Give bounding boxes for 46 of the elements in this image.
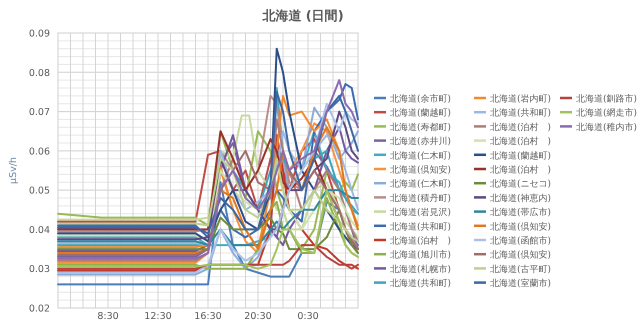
legend-label: 北海道(泊村 ) [390,236,452,246]
legend-label: 北海道(仁木町) [390,150,452,162]
legend-label: 北海道(函館市) [490,236,552,246]
legend-label: 北海道(倶知安) [490,250,552,261]
legend-label: 北海道(旭川市) [390,250,452,261]
y-tick-label: 0.07 [28,107,50,118]
y-tick-label: 0.09 [28,28,50,40]
x-tick-label: 0:30 [297,311,319,320]
x-tick-label: 8:30 [97,311,119,320]
legend-label: 北海道(共和町) [390,221,452,232]
legend-label: 北海道(倶知安) [390,164,452,176]
y-tick-label: 0.02 [28,304,50,314]
legend-label: 北海道(泊村 ) [490,164,552,176]
legend-label: 北海道(泊村 ) [490,136,552,148]
legend-label: 北海道(蘭越町) [490,150,552,162]
x-tick-label: 16:30 [194,311,222,320]
legend-label: 北海道(札幌市) [390,264,452,275]
legend-label: 北海道(赤井川) [390,136,452,148]
legend-label: 北海道(余市町) [390,94,452,104]
chart-title: 北海道 (日間) [261,9,344,24]
legend-label: 北海道(仁木町) [390,178,452,190]
legend-label: 北海道(稚内市) [576,122,638,133]
legend-label: 北海道(共和町) [390,278,452,290]
legend-label: 北海道(共和町) [490,108,552,119]
legend-label: 北海道(倶知安) [490,221,552,232]
legend-label: 北海道(寿都町) [390,122,452,133]
legend-label: 北海道(蘭越町) [390,108,452,119]
legend-label: 北海道(ニセコ) [490,178,552,190]
x-tick-label: 20:30 [244,311,272,320]
y-tick-label: 0.05 [28,186,50,197]
legend-label: 北海道(帯広市) [490,207,552,218]
legend-label: 北海道(岩見沢) [390,207,452,218]
y-tick-label: 0.08 [28,68,50,79]
legend-label: 北海道(釧路市) [576,94,638,104]
legend-label: 北海道(古平町) [490,264,552,275]
y-tick-label: 0.04 [28,224,50,236]
legend-label: 北海道(網走市) [576,108,638,119]
x-tick-label: 12:30 [144,311,172,320]
legend-label: 北海道(神恵内) [490,192,552,204]
y-tick-label: 0.06 [28,146,50,158]
legend-label: 北海道(室蘭市) [490,278,552,290]
y-axis-title: μSv/h [8,157,19,184]
legend-label: 北海道(積丹町) [390,192,452,204]
legend-label: 北海道(泊村 ) [490,122,552,133]
y-tick-label: 0.03 [28,264,50,276]
legend-label: 北海道(岩内町) [490,94,552,104]
